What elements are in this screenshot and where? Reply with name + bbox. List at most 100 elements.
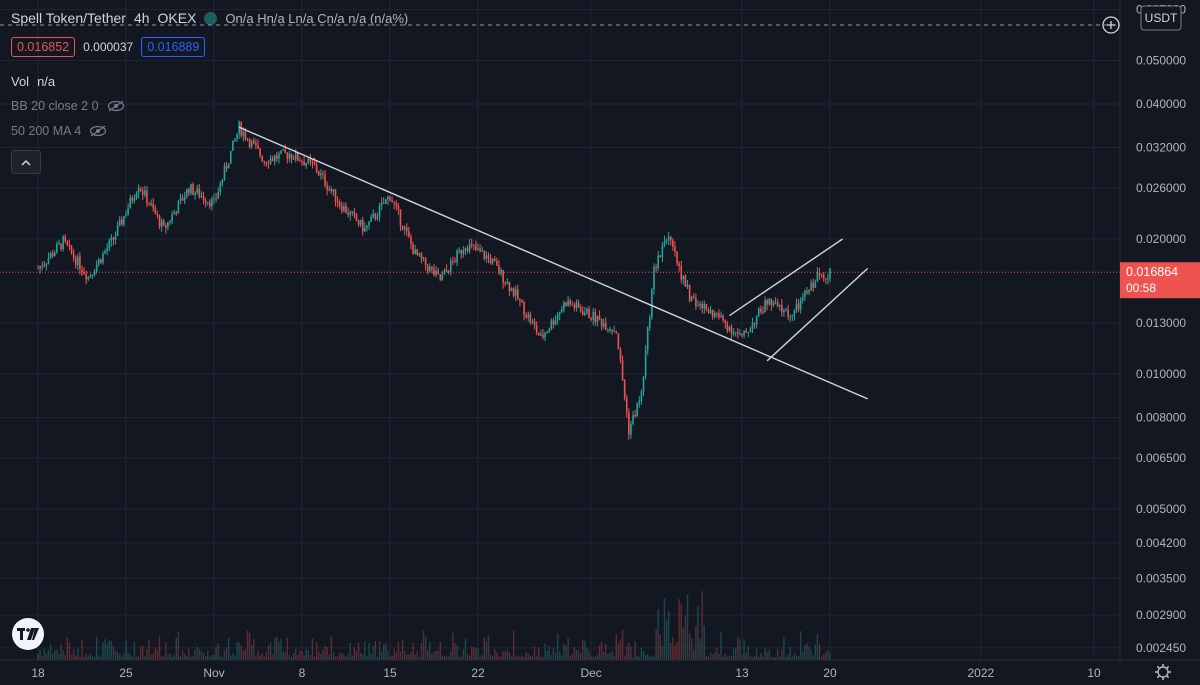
candle	[380, 197, 383, 211]
volume-bar	[443, 655, 446, 660]
candle	[368, 220, 370, 230]
hidden-eye-icon[interactable]	[107, 100, 125, 112]
channel-upper[interactable]	[729, 238, 843, 317]
volume-value: n/a	[37, 74, 56, 89]
symbol-title[interactable]: Spell Token/Tether	[11, 10, 126, 26]
volume-bar	[418, 656, 421, 660]
volume-bar	[517, 655, 519, 660]
candle	[121, 216, 123, 227]
ask-price[interactable]: 0.016889	[141, 37, 206, 57]
volume-bar	[412, 642, 414, 660]
collapse-legend-button[interactable]	[11, 150, 41, 174]
currency-badge[interactable]: USDT	[1140, 5, 1182, 31]
volume-bar	[227, 637, 230, 660]
volume-bar	[311, 638, 314, 660]
candle	[550, 318, 553, 331]
volume-bar	[429, 641, 431, 660]
price-axis[interactable]: 0.0650000.0500000.0400000.0320000.026000…	[1102, 0, 1200, 685]
candle	[693, 292, 695, 299]
volume-bar	[198, 649, 201, 660]
candle	[102, 250, 104, 265]
candle	[269, 154, 272, 165]
candle	[355, 212, 358, 222]
candle	[382, 197, 385, 205]
volume-bar	[403, 651, 406, 660]
volume-bar	[651, 656, 653, 660]
candle	[330, 186, 333, 195]
channel-lower[interactable]	[766, 267, 869, 362]
candle	[301, 159, 303, 166]
volume-bar	[500, 656, 502, 660]
volume-bar	[714, 652, 716, 660]
volume-bar	[802, 651, 804, 660]
candle	[100, 258, 102, 264]
bb-indicator-label[interactable]: BB 20 close 2 0	[11, 99, 99, 113]
candle	[336, 196, 339, 208]
candle	[370, 214, 372, 223]
candle	[116, 221, 119, 237]
volume-bar	[58, 653, 60, 660]
volume-bar	[123, 653, 125, 660]
volume-bar	[573, 647, 576, 660]
volume-bar	[303, 655, 305, 660]
candle	[364, 222, 366, 233]
interval-label[interactable]: 4h	[133, 10, 150, 26]
candle	[588, 305, 590, 319]
candle	[632, 410, 634, 426]
time-axis[interactable]: 18 25 Nov 8 15 22 Dec 13 20 2022 10	[0, 659, 1200, 680]
volume-bar	[68, 642, 71, 660]
volume-bar	[49, 643, 52, 660]
volume-bar	[458, 656, 460, 660]
descending-trendline[interactable]	[238, 126, 868, 400]
ma-indicator-legend[interactable]: 50 200 MA 4	[11, 124, 107, 138]
candle	[259, 147, 261, 159]
volume-bar	[207, 650, 209, 660]
volume-bar	[456, 645, 458, 660]
volume-bar	[372, 646, 374, 660]
volume-bar	[204, 656, 207, 660]
volume-bar	[137, 656, 140, 660]
volume-bar	[743, 639, 745, 660]
volume-bar	[737, 637, 739, 660]
candle	[565, 301, 567, 307]
candle	[709, 305, 712, 315]
volume-bar	[508, 652, 511, 660]
volume-bar	[582, 640, 584, 660]
ma-indicator-label[interactable]: 50 200 MA 4	[11, 124, 82, 138]
candle	[387, 195, 389, 206]
volume-bar	[255, 656, 257, 660]
candle	[659, 254, 662, 258]
candle	[49, 251, 52, 260]
volume-bar	[376, 656, 379, 660]
candle	[66, 240, 69, 247]
hidden-eye-icon[interactable]	[89, 125, 107, 137]
tradingview-logo[interactable]	[12, 618, 44, 650]
volume-bar	[529, 655, 532, 660]
add-alert-icon[interactable]	[1102, 16, 1120, 34]
bb-indicator-legend[interactable]: BB 20 close 2 0	[11, 99, 125, 113]
candle	[829, 267, 831, 283]
volume-bar	[760, 653, 762, 660]
candle	[85, 270, 87, 285]
volume-bar	[414, 654, 416, 660]
volume-bar	[699, 638, 701, 660]
trendlines[interactable]	[238, 126, 869, 400]
volume-bar	[535, 655, 538, 660]
volume-bar	[225, 646, 228, 660]
volume-bar	[330, 636, 333, 660]
candle	[58, 239, 60, 245]
volume-bar	[781, 649, 783, 660]
settings-gear-icon[interactable]	[1155, 664, 1171, 680]
candle	[43, 261, 46, 268]
volume-bar	[79, 656, 81, 660]
date-tick-label: 2022	[968, 666, 995, 680]
volume-bar	[43, 648, 45, 660]
volume-bar	[318, 651, 320, 660]
volume-bar	[299, 650, 301, 660]
candle	[60, 243, 62, 252]
candle	[456, 248, 458, 267]
volume-bar	[787, 654, 789, 660]
volume-bar	[160, 655, 163, 660]
bid-price[interactable]: 0.016852	[11, 37, 76, 57]
